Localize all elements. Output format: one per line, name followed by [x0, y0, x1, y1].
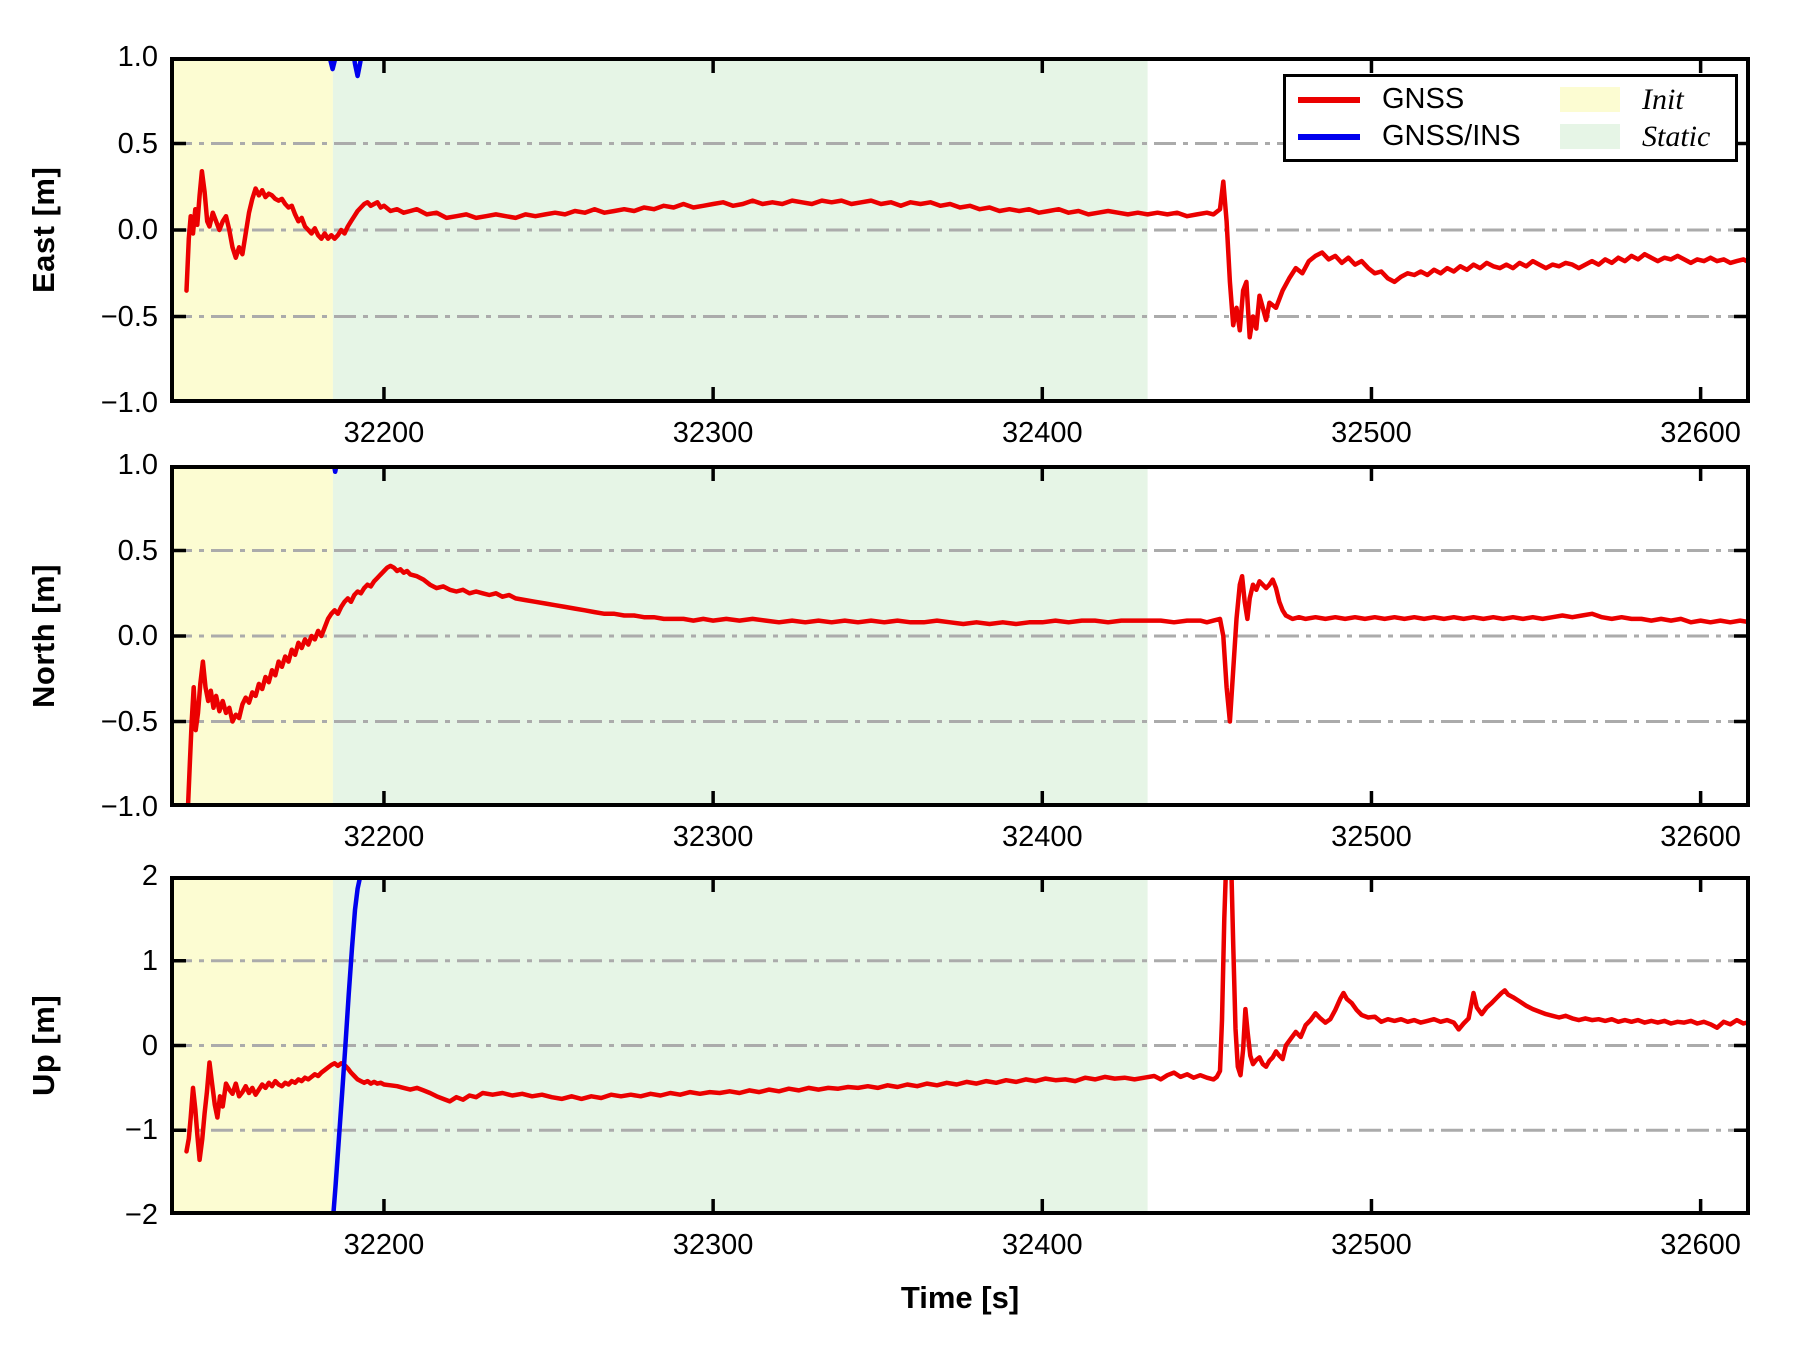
gnss-line-swatch [1298, 96, 1360, 103]
legend-entry-init: Init [1560, 81, 1729, 118]
legend-label-static: Static [1642, 119, 1711, 153]
y-tick-label-up-1: 1 [141, 944, 158, 977]
legend-patch-column: Init Static [1560, 81, 1729, 155]
y-tick-label-north-0.5: 0.5 [117, 534, 158, 567]
x-tick-label-north-32500: 32500 [1331, 821, 1412, 853]
y-tick-label-north-0.0: 0.0 [117, 620, 158, 652]
x-tick-label-north-32400: 32400 [1001, 821, 1083, 853]
y-tick-label-east-0.5: 0.5 [117, 127, 158, 160]
x-tick-label-up-32300: 32300 [672, 1229, 754, 1261]
x-tick-label-east-32500: 32500 [1331, 417, 1412, 449]
y-tick-label-east-0.0: 0.0 [117, 214, 158, 246]
legend: GNSS GNSS/INS Init Static [1283, 74, 1738, 162]
y-tick-label-north-−0.5: −0.5 [100, 705, 158, 738]
static-patch-swatch [1560, 124, 1620, 149]
axes-frame [170, 57, 1750, 403]
y-tick-label-up-2: 2 [141, 860, 158, 892]
y-tick-label-north-1.0: 1.0 [117, 449, 158, 481]
static-region-shading [332, 465, 1148, 807]
legend-label-gnss-ins: GNSS/INS [1382, 120, 1521, 152]
y-axis-label-east: East [m] [26, 166, 61, 294]
x-tick-label-up-32600: 32600 [1660, 1229, 1741, 1261]
gnss-line-east [184, 168, 1750, 340]
gnss-ins-line-swatch [1298, 133, 1360, 140]
x-tick-label-up-32400: 32400 [1001, 1229, 1083, 1261]
x-tick-label-east-32600: 32600 [1660, 417, 1741, 449]
x-tick-label-east-32400: 32400 [1001, 417, 1083, 449]
x-tick-label-up-32200: 32200 [343, 1229, 425, 1261]
subplot-up [170, 876, 1750, 1215]
static-region-shading [332, 57, 1148, 403]
y-tick-label-up-0: 0 [141, 1029, 158, 1062]
y-tick-label-up-−1: −1 [124, 1114, 158, 1147]
x-tick-label-north-32600: 32600 [1660, 821, 1741, 853]
legend-label-init: Init [1642, 82, 1684, 116]
x-tick-label-east-32200: 32200 [343, 417, 425, 449]
x-tick-label-up-32500: 32500 [1331, 1229, 1412, 1261]
legend-label-gnss: GNSS [1382, 83, 1465, 115]
y-tick-label-up-−2: −2 [124, 1199, 158, 1231]
y-axis-label-north: North [m] [26, 564, 61, 708]
gnss-line-north [185, 563, 1750, 807]
axes-frame [170, 465, 1750, 807]
x-axis-label: Time [s] [900, 1280, 1020, 1315]
y-axis-label-up: Up [m] [26, 994, 61, 1097]
axes-frame [170, 876, 1750, 1215]
x-tick-label-north-32300: 32300 [672, 821, 754, 853]
x-tick-label-east-32300: 32300 [672, 417, 754, 449]
y-tick-label-east-1.0: 1.0 [117, 41, 158, 73]
gnss-ins-line-up [331, 876, 363, 1215]
y-tick-label-north-−1.0: −1.0 [100, 791, 158, 823]
legend-entry-gnss-ins: GNSS/INS [1298, 118, 1560, 155]
legend-line-column: GNSS GNSS/INS [1298, 81, 1560, 155]
init-patch-swatch [1560, 87, 1620, 112]
gnss-line-up [184, 876, 1750, 1163]
x-tick-label-north-32200: 32200 [343, 821, 425, 853]
static-region-shading [332, 876, 1148, 1215]
subplot-north [170, 465, 1750, 807]
subplot-east [170, 57, 1750, 403]
y-tick-label-east-−0.5: −0.5 [100, 300, 158, 333]
y-tick-label-east-−1.0: −1.0 [100, 387, 158, 419]
gnss-ins-line-north [331, 465, 339, 475]
gnss-ins-line-east [327, 57, 364, 79]
legend-entry-static: Static [1560, 118, 1729, 155]
legend-entry-gnss: GNSS [1298, 81, 1560, 118]
